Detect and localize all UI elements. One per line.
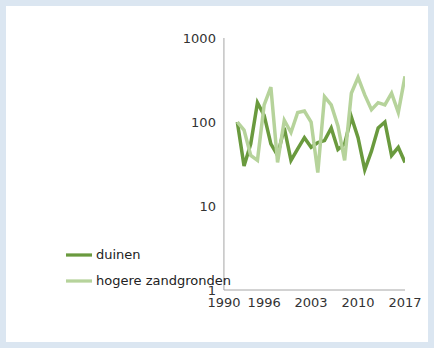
svg-text:2017: 2017 bbox=[388, 295, 421, 310]
svg-text:10: 10 bbox=[199, 199, 216, 214]
svg-text:2003: 2003 bbox=[295, 295, 328, 310]
svg-text:100: 100 bbox=[191, 115, 216, 130]
svg-text:1: 1 bbox=[208, 283, 216, 298]
svg-text:1000: 1000 bbox=[183, 31, 216, 46]
svg-text:1996: 1996 bbox=[248, 295, 281, 310]
svg-text:2010: 2010 bbox=[342, 295, 375, 310]
